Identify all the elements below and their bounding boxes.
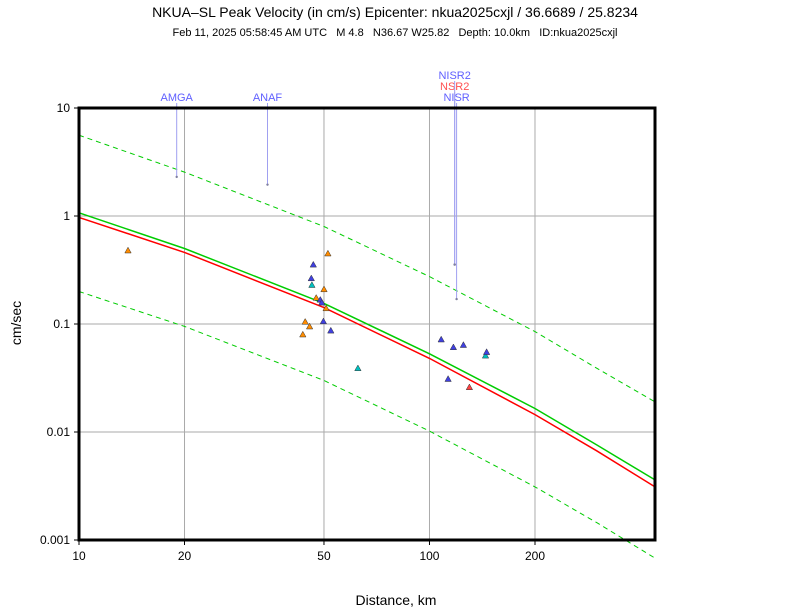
station-point xyxy=(309,260,317,268)
green-curve xyxy=(78,212,656,481)
station-point xyxy=(444,375,452,382)
station-point xyxy=(322,304,330,312)
x-tick-label: 10 xyxy=(72,549,86,563)
station-point xyxy=(320,285,328,293)
green-upper-curve xyxy=(78,134,656,403)
chart-subtitle: Feb 11, 2025 05:58:45 AM UTC M 4.8 N36.6… xyxy=(173,27,618,39)
station-label: NISR xyxy=(443,92,469,104)
station-point xyxy=(319,317,328,325)
station-point xyxy=(301,317,309,325)
station-point xyxy=(437,335,445,343)
station-point xyxy=(482,348,491,355)
y-tick-label: 0.001 xyxy=(40,533,70,547)
x-tick-label: 20 xyxy=(178,549,192,563)
station-point xyxy=(327,326,335,334)
x-tick-label: 100 xyxy=(419,549,439,563)
x-tick-label: 50 xyxy=(317,549,331,563)
station-point xyxy=(312,294,320,301)
station-flag-point xyxy=(455,297,458,301)
y-axis-label: cm/sec xyxy=(8,301,24,345)
station-flag-point xyxy=(453,263,456,266)
axes: 10 20 50 100 200 0.001 0.01 0.1 1 10 xyxy=(40,101,657,563)
y-tick-label: 10 xyxy=(57,101,71,115)
station-point xyxy=(354,364,362,371)
y-tick-label: 1 xyxy=(63,209,70,223)
red-curve xyxy=(78,216,656,488)
station-point xyxy=(305,322,314,330)
station-point xyxy=(124,246,132,254)
station-label: ANAF xyxy=(253,92,283,104)
y-tick-label: 0.01 xyxy=(47,425,71,439)
station-label: NISR2 xyxy=(438,70,470,82)
station-flag-point xyxy=(266,183,269,186)
station-point xyxy=(465,383,474,390)
x-axis-label: Distance, km xyxy=(356,592,437,608)
model-curves xyxy=(78,134,656,559)
station-points xyxy=(124,246,491,390)
station-flag-point xyxy=(175,175,178,179)
station-label: AMGA xyxy=(160,92,193,104)
green-lower-curve xyxy=(78,291,656,559)
chart-title: NKUA–SL Peak Velocity (in cm/s) Epicente… xyxy=(152,4,638,20)
y-tick-label: 0.1 xyxy=(53,317,70,331)
station-point xyxy=(449,343,458,350)
station-point xyxy=(299,330,307,338)
station-point xyxy=(308,281,316,288)
station-point xyxy=(318,298,326,306)
station-point xyxy=(307,274,315,282)
station-point xyxy=(459,341,468,348)
station-point xyxy=(324,249,332,257)
station-point xyxy=(481,351,490,359)
x-tick-label: 200 xyxy=(525,549,545,563)
